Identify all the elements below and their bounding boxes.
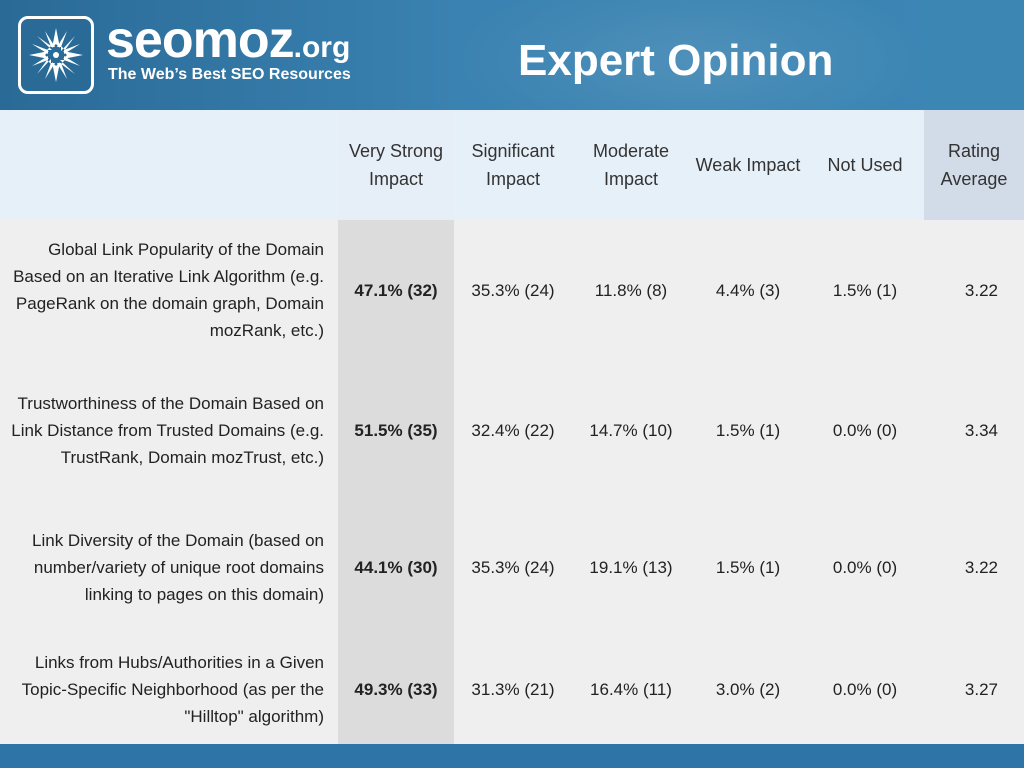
factor-label: Links from Hubs/Authorities in a Given T…	[21, 652, 324, 726]
column-header-not-used: Not Used	[806, 110, 924, 220]
brand-logo-text: seomoz.org	[106, 14, 350, 74]
survey-table: Very Strong Impact Significant Impact Mo…	[0, 110, 1024, 744]
column-header-weak: Weak Impact	[690, 110, 806, 220]
table-row: Link Diversity of the Domain (based on n…	[0, 500, 1024, 634]
cell-moderate: 19.1% (13)	[589, 557, 673, 577]
column-header-significant: Significant Impact	[454, 110, 572, 220]
cell-significant: 35.3% (24)	[471, 280, 555, 300]
cell-moderate: 11.8% (8)	[594, 280, 668, 300]
cell-weak: 3.0% (2)	[715, 679, 781, 699]
cell-weak: 1.5% (1)	[715, 420, 781, 440]
factor-label: Trustworthiness of the Domain Based on L…	[11, 393, 324, 467]
factor-label: Global Link Popularity of the Domain Bas…	[13, 240, 324, 340]
cell-significant: 31.3% (21)	[471, 679, 555, 699]
cell-moderate: 16.4% (11)	[590, 679, 672, 699]
cell-rating-average: 3.22	[964, 557, 998, 577]
table-row: Global Link Popularity of the Domain Bas…	[0, 220, 1024, 360]
page-title: Expert Opinion	[518, 36, 834, 85]
brand-tld: .org	[293, 31, 351, 64]
cell-very-strong: 47.1% (32)	[338, 220, 454, 360]
column-header-factor	[0, 110, 338, 220]
cell-moderate: 14.7% (10)	[589, 420, 673, 440]
column-header-moderate: Moderate Impact	[572, 110, 690, 220]
cell-not-used: 0.0% (0)	[832, 679, 898, 699]
table-row: Trustworthiness of the Domain Based on L…	[0, 360, 1024, 500]
survey-table-container: Very Strong Impact Significant Impact Mo…	[0, 110, 1024, 744]
header-decoration	[430, 0, 950, 110]
brand-name: seomoz	[106, 11, 295, 69]
cell-not-used: 1.5% (1)	[832, 280, 898, 300]
table-header-row: Very Strong Impact Significant Impact Mo…	[0, 110, 1024, 220]
column-header-very-strong: Very Strong Impact	[338, 110, 454, 220]
table-row: Links from Hubs/Authorities in a Given T…	[0, 634, 1024, 744]
cell-weak: 1.5% (1)	[715, 557, 781, 577]
cell-rating-average: 3.34	[964, 420, 998, 440]
cell-rating-average: 3.22	[964, 280, 998, 300]
brand-tagline: The Web’s Best SEO Resources	[108, 66, 351, 83]
cell-not-used: 0.0% (0)	[832, 420, 898, 440]
cell-very-strong: 51.5% (35)	[338, 360, 454, 500]
cell-significant: 35.3% (24)	[471, 557, 555, 577]
star-burst-logo-icon	[18, 16, 94, 94]
cell-significant: 32.4% (22)	[471, 420, 555, 440]
cell-very-strong: 44.1% (30)	[338, 500, 454, 634]
cell-very-strong: 49.3% (33)	[338, 634, 454, 744]
slide-footer-bar	[0, 744, 1024, 768]
cell-rating-average: 3.27	[964, 679, 998, 699]
cell-weak: 4.4% (3)	[715, 280, 781, 300]
factor-label: Link Diversity of the Domain (based on n…	[32, 530, 324, 604]
slide-header: seomoz.org The Web’s Best SEO Resources …	[0, 0, 1024, 110]
column-header-rating-average: Rating Average	[924, 110, 1024, 220]
cell-not-used: 0.0% (0)	[832, 557, 898, 577]
